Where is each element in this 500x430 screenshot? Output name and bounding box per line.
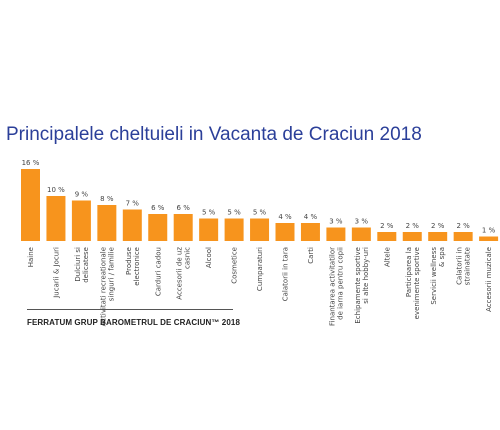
bar-13 xyxy=(326,227,346,241)
value-label-7: 6 % xyxy=(177,204,191,212)
bar-2 xyxy=(46,196,66,241)
bar-8 xyxy=(199,218,219,241)
bar-4 xyxy=(97,205,117,241)
value-label-13: 3 % xyxy=(329,218,343,226)
value-label-14: 3 % xyxy=(355,218,369,226)
value-label-17: 2 % xyxy=(431,222,445,230)
value-label-18: 2 % xyxy=(456,222,470,230)
bar-16 xyxy=(402,232,422,241)
value-label-1: 16 % xyxy=(22,159,40,167)
category-label-12: Carti xyxy=(307,247,315,264)
category-label-6: Carduri cadou xyxy=(154,247,162,296)
category-label-10: Cumparaturi xyxy=(256,247,264,291)
source-caption: FERRATUM GRUP BAROMETRUL DE CRACIUN™ 201… xyxy=(27,318,241,327)
category-label-15: Altele xyxy=(383,247,391,267)
bar-9 xyxy=(224,218,244,241)
value-label-12: 4 % xyxy=(304,213,318,221)
category-label-1: Haine xyxy=(27,247,35,267)
value-label-4: 8 % xyxy=(100,195,114,203)
value-label-9: 5 % xyxy=(227,209,241,217)
value-label-8: 5 % xyxy=(202,209,216,217)
bar-18 xyxy=(453,232,473,241)
bar-17 xyxy=(428,232,448,241)
value-label-10: 5 % xyxy=(253,209,267,217)
bar-7 xyxy=(173,214,193,241)
value-label-2: 10 % xyxy=(47,186,65,194)
category-label-2: Jucarii & Jocuri xyxy=(52,247,60,299)
value-label-5: 7 % xyxy=(126,200,140,208)
category-label-9: Cosmetice xyxy=(231,247,239,284)
value-label-19: 1 % xyxy=(482,227,496,235)
bar-15 xyxy=(377,232,397,241)
category-label-8: Alcool xyxy=(205,247,213,268)
bar-11 xyxy=(275,223,295,241)
bar-3 xyxy=(71,200,91,241)
bar-10 xyxy=(250,218,270,241)
category-label-19: Accesorii muzicale xyxy=(485,247,493,312)
bar-19 xyxy=(479,236,499,241)
bar-12 xyxy=(300,223,320,241)
value-label-16: 2 % xyxy=(406,222,420,230)
value-label-15: 2 % xyxy=(380,222,394,230)
category-label-3: Dulciuri sidelicatese xyxy=(74,247,90,283)
bar-1 xyxy=(21,169,40,241)
bar-14 xyxy=(351,227,371,241)
value-label-11: 4 % xyxy=(278,213,292,221)
category-label-5: Produseelectronice xyxy=(125,247,141,286)
category-label-17: Servicii wellness& spa xyxy=(430,247,446,305)
category-label-11: Calatorii in tara xyxy=(282,247,290,301)
chart-title: Principalele cheltuieli in Vacanta de Cr… xyxy=(6,124,422,145)
value-label-3: 9 % xyxy=(75,191,89,199)
category-label-14: Echipamente sportivesi alte hobby-uri xyxy=(354,247,370,324)
category-label-18: Calatorii instrainatate xyxy=(456,247,472,285)
bar-6 xyxy=(148,214,168,241)
category-label-16: Participarea laevenimente sportive xyxy=(405,247,421,319)
value-label-6: 6 % xyxy=(151,204,165,212)
footer-divider xyxy=(27,309,233,310)
category-label-4: Activitati recreationalesinguri / famili… xyxy=(99,247,115,326)
category-label-7: Accesorii de uzcasnic xyxy=(176,247,192,300)
bar-5 xyxy=(122,209,142,241)
category-label-13: Finantarea activitatilorde iarna pentru … xyxy=(328,247,344,326)
